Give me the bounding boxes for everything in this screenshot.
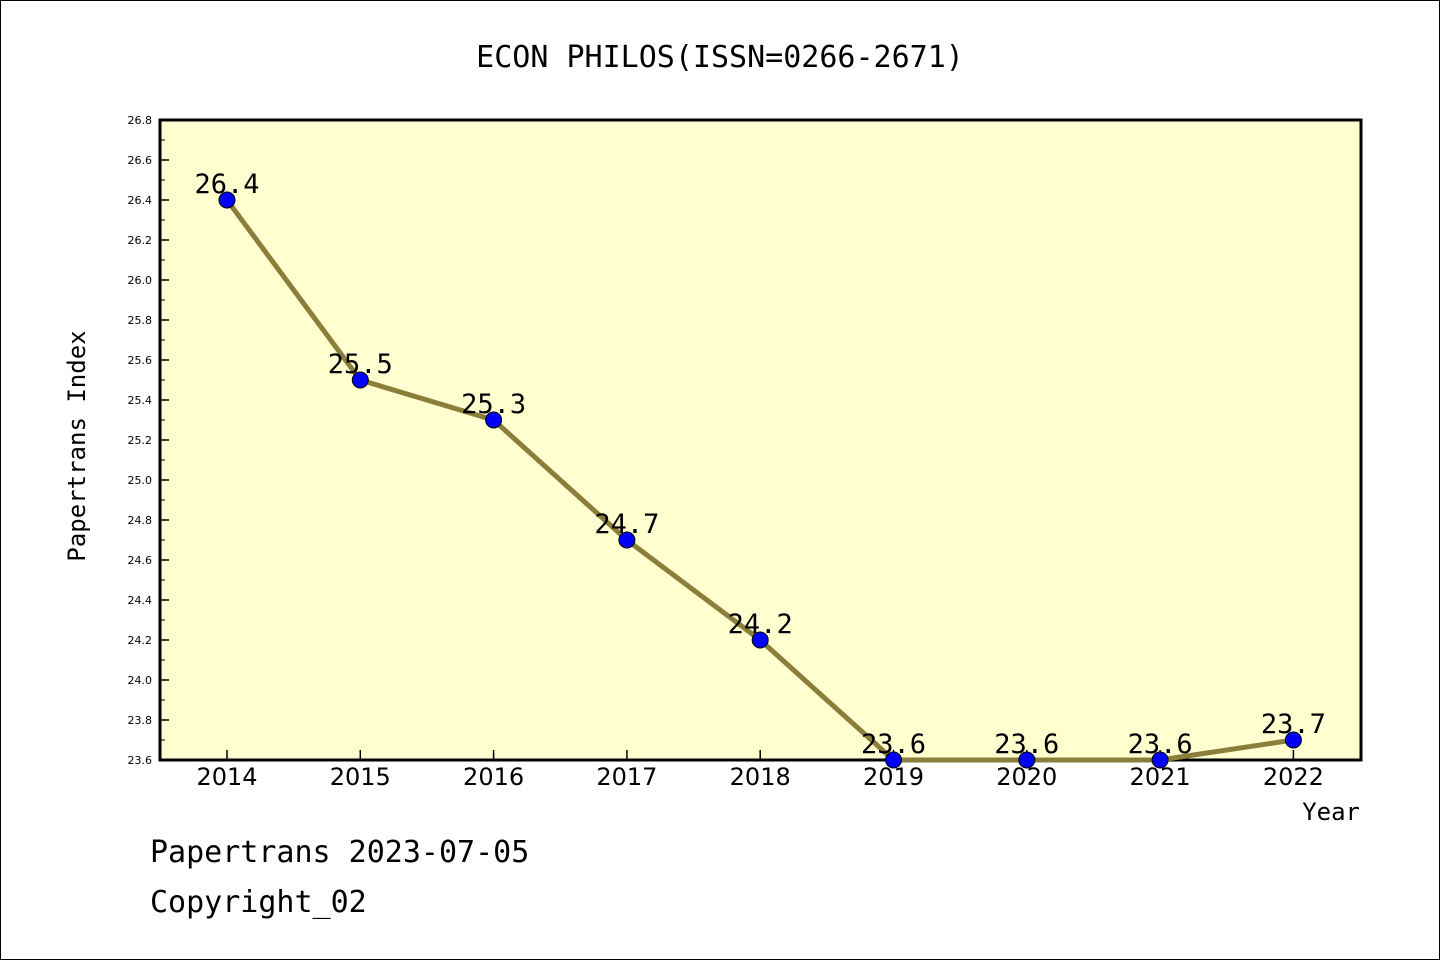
y-tick-label: 24.0 [128,674,153,687]
data-label: 24.7 [594,509,659,540]
y-tick-label: 26.0 [128,274,153,287]
data-point [618,531,636,549]
data-point [485,411,503,429]
x-tick-label: 2022 [1263,763,1324,791]
data-label: 25.5 [328,349,393,380]
y-tick-label: 24.8 [128,514,153,527]
data-label: 24.2 [728,609,793,640]
x-tick-label: 2014 [196,763,257,791]
y-tick-label: 25.2 [128,434,153,447]
y-tick-label: 25.0 [128,474,153,487]
y-tick-label: 24.6 [128,554,153,567]
y-tick-label: 25.8 [128,314,153,327]
y-tick-label: 26.6 [128,154,153,167]
y-tick-label: 23.8 [128,714,153,727]
y-tick-label: 26.2 [128,234,153,247]
y-tick-label: 24.2 [128,634,153,647]
data-label: 23.6 [861,729,926,760]
y-axis-title: Papertrans Index [63,330,91,561]
footer-copyright: Copyright_02 [150,885,367,920]
y-tick-label: 23.6 [128,754,153,767]
y-tick-label: 25.4 [128,394,153,407]
data-label: 25.3 [461,389,526,420]
data-point [1284,731,1302,749]
data-label: 23.6 [1128,729,1193,760]
data-point [1151,751,1169,769]
data-point [351,371,369,389]
data-point [1018,751,1036,769]
footer-date: Papertrans 2023-07-05 [150,835,530,870]
x-tick-label: 2017 [596,763,657,791]
data-label: 26.4 [194,169,259,200]
y-tick-label: 24.4 [128,594,153,607]
x-tick-label: 2016 [463,763,524,791]
y-tick-label: 25.6 [128,354,153,367]
x-tick-label: 2015 [330,763,391,791]
data-labels: 26.4 25.5 25.3 24.7 24.2 23.6 23.6 23.6 23.7 [194,169,1325,760]
data-point [885,751,902,769]
data-point [218,191,236,209]
data-label: 23.7 [1261,709,1326,740]
y-tick-label: 26.8 [128,114,153,127]
plot-area [158,118,1363,762]
y-axis: 23.6 23.8 24.0 24.2 24.4 24.6 24.8 25.0 25.2 25.4… [128,114,169,767]
data-markers [218,191,1302,769]
y-tick-label: 26.4 [128,194,153,207]
chart-title: ECON PHILOS(ISSN=0266-2671) [476,40,964,75]
data-point [751,631,769,649]
x-axis-title: Year [1302,798,1360,826]
data-label: 23.6 [994,729,1059,760]
x-tick-label: 2018 [730,763,791,791]
